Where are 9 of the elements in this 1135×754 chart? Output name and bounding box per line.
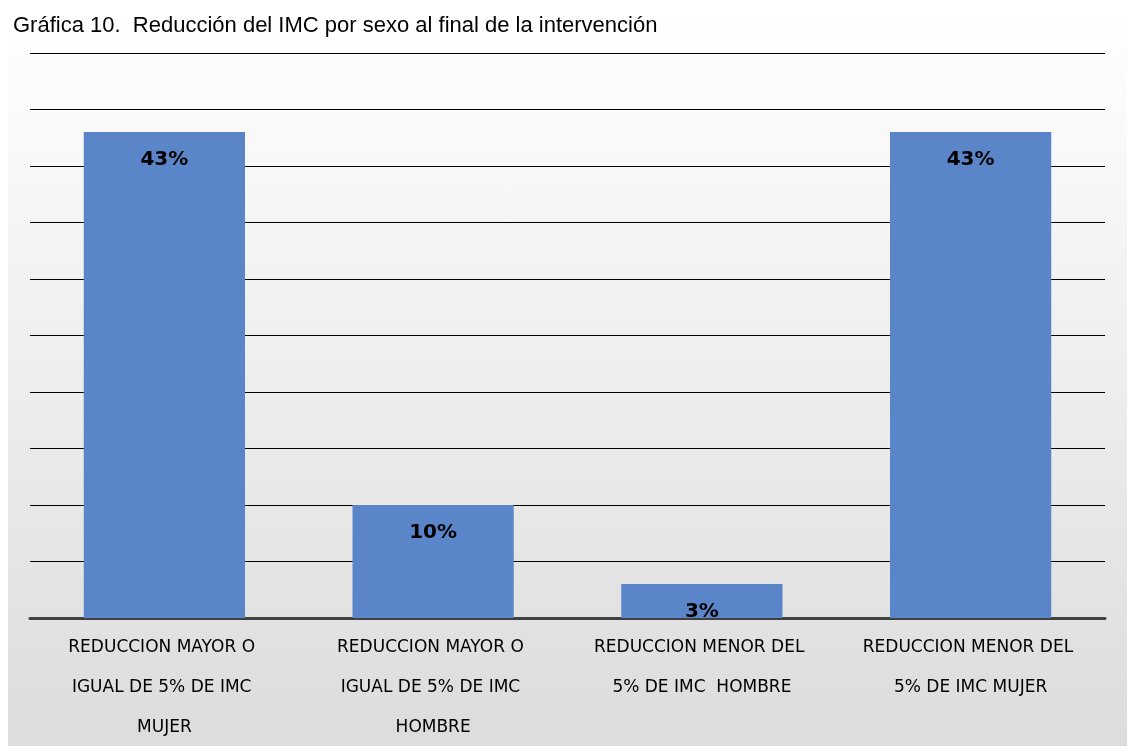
data-label: 43% <box>140 146 189 171</box>
x-tick-label: REDUCCION MAYOR O IGUAL DE 5% DE IMC MUJER <box>68 636 261 736</box>
data-label: 10% <box>409 519 458 543</box>
x-tick-label: REDUCCION MAYOR O IGUAL DE 5% DE IMC HOMBRE <box>337 636 530 736</box>
data-label: 3% <box>684 598 719 623</box>
data-label: 43% <box>946 146 995 171</box>
chart-title: Gráfica 10. Reducción del IMC por sexo al final de la intervención <box>13 11 658 37</box>
x-tick-label: REDUCCION MENOR DEL 5% DE IMC HOMBRE <box>593 636 810 696</box>
x-tick-label: REDUCCION MENOR DEL 5% DE IMC MUJER <box>862 636 1079 696</box>
